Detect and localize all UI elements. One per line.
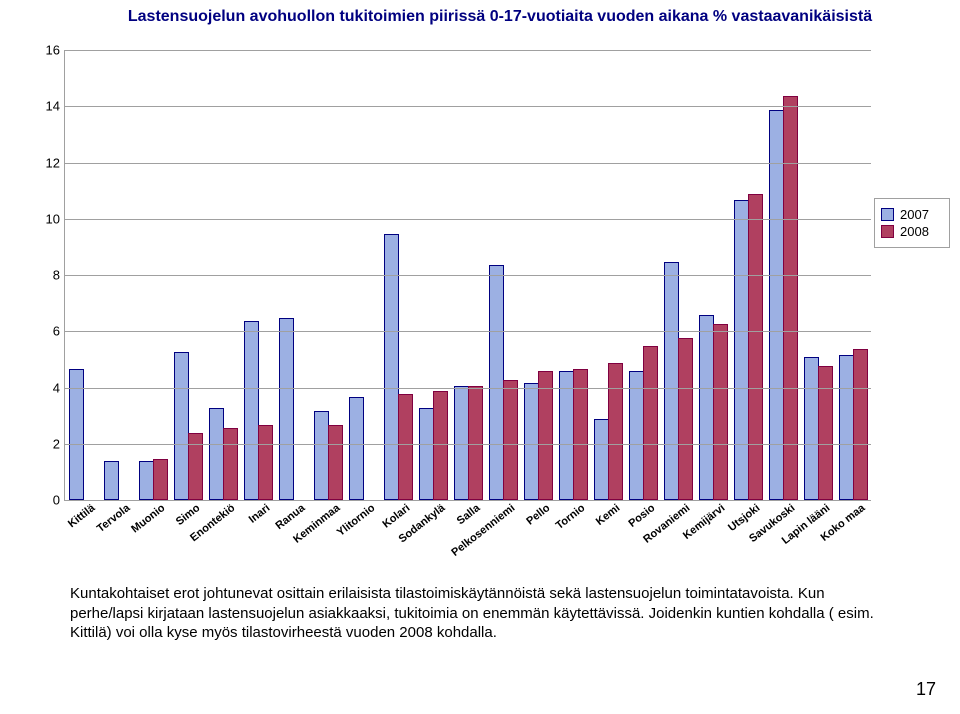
- y-tick-label: 12: [40, 155, 60, 170]
- page-number: 17: [916, 679, 936, 700]
- bar-2008: [153, 459, 168, 500]
- gridline: [65, 106, 871, 107]
- gridline: [65, 331, 871, 332]
- bar-2007: [104, 461, 119, 500]
- bar-2007: [454, 386, 469, 501]
- bar-2008: [713, 324, 728, 500]
- legend-label-2008: 2008: [900, 224, 929, 239]
- bar-2008: [223, 428, 238, 500]
- bar-2008: [783, 96, 798, 500]
- bar-2008: [258, 425, 273, 500]
- legend-item-2008: 2008: [881, 224, 943, 239]
- bar-2008: [503, 380, 518, 500]
- bar-2007: [244, 321, 259, 500]
- bar-2007: [384, 234, 399, 500]
- legend-label-2007: 2007: [900, 207, 929, 222]
- bar-2007: [279, 318, 294, 500]
- y-tick-label: 8: [40, 268, 60, 283]
- chart-title: Lastensuojelun avohuollon tukitoimien pi…: [80, 8, 920, 26]
- y-tick-label: 4: [40, 380, 60, 395]
- bar-2007: [314, 411, 329, 500]
- bar-2008: [328, 425, 343, 500]
- gridline: [65, 275, 871, 276]
- bar-2007: [839, 355, 854, 500]
- chart-area: KittiläTervolaMuonioSimoEnontekiöInariRa…: [40, 50, 870, 500]
- bar-2007: [664, 262, 679, 500]
- bar-2007: [734, 200, 749, 500]
- bar-2008: [748, 194, 763, 500]
- bar-2008: [398, 394, 413, 500]
- bar-2008: [608, 363, 623, 500]
- y-tick-label: 10: [40, 211, 60, 226]
- bar-2007: [174, 352, 189, 500]
- notes-text: Kuntakohtaiset erot johtunevat osittain …: [70, 584, 890, 643]
- gridline: [65, 50, 871, 51]
- bar-2007: [559, 371, 574, 500]
- y-tick-label: 6: [40, 324, 60, 339]
- bar-2008: [818, 366, 833, 500]
- gridline: [65, 388, 871, 389]
- bar-2007: [489, 265, 504, 500]
- legend-swatch-2007: [881, 208, 894, 221]
- bar-2008: [538, 371, 553, 500]
- bar-2007: [419, 408, 434, 500]
- y-tick-label: 14: [40, 99, 60, 114]
- bar-2008: [853, 349, 868, 500]
- bar-2007: [524, 383, 539, 500]
- legend-item-2007: 2007: [881, 207, 943, 222]
- bar-2008: [643, 346, 658, 500]
- plot-region: [64, 50, 871, 501]
- bar-2007: [804, 357, 819, 500]
- y-tick-label: 2: [40, 436, 60, 451]
- bar-2007: [699, 315, 714, 500]
- bar-2008: [678, 338, 693, 500]
- x-axis-labels: KittiläTervolaMuonioSimoEnontekiöInariRa…: [64, 502, 870, 582]
- legend: 2007 2008: [874, 198, 950, 248]
- y-tick-label: 16: [40, 43, 60, 58]
- bar-2007: [209, 408, 224, 500]
- page-root: Lastensuojelun avohuollon tukitoimien pi…: [0, 0, 960, 714]
- gridline: [65, 444, 871, 445]
- legend-swatch-2008: [881, 225, 894, 238]
- bar-2007: [594, 419, 609, 500]
- bar-2008: [468, 386, 483, 501]
- y-tick-label: 0: [40, 493, 60, 508]
- bar-2007: [139, 461, 154, 500]
- gridline: [65, 163, 871, 164]
- bar-2007: [629, 371, 644, 500]
- gridline: [65, 219, 871, 220]
- bar-2008: [433, 391, 448, 500]
- bar-2007: [769, 110, 784, 500]
- bar-2007: [349, 397, 364, 500]
